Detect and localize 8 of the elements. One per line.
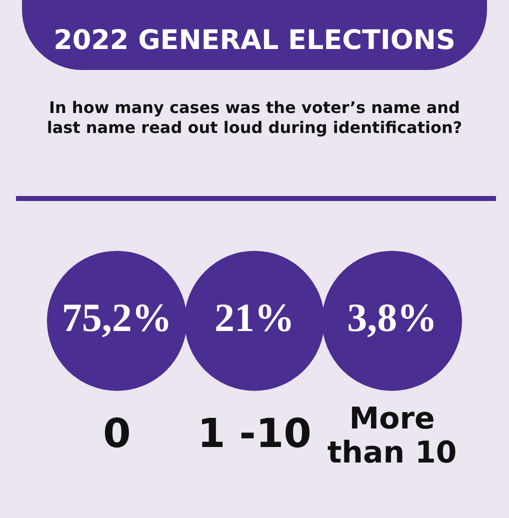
data-label: 21% [214,295,294,340]
data-label: 75,2% [62,295,172,340]
data-label: 3,8% [347,295,438,340]
category-label: More than 10 [327,402,457,471]
category-label: 0 [103,411,131,458]
text: In how many cases was the voter’s name and last name read out loud during identification? [46,98,464,138]
category-label: 1 -10 [197,411,312,458]
title-banner: 2022 GENERAL ELECTIONS [22,0,487,70]
